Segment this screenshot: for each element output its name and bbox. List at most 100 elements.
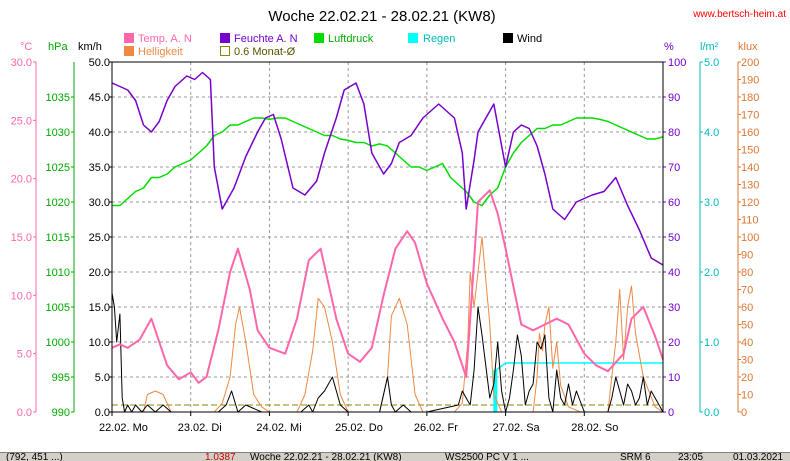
tick-label-pressure: 1035 xyxy=(46,92,70,104)
tick-label-humidity: 0 xyxy=(668,407,674,419)
tick-label-pressure: 1005 xyxy=(46,302,70,314)
tick-label-pressure: 1010 xyxy=(46,267,70,279)
tick-label-wind: 35.0 xyxy=(89,162,110,174)
tick-label-brightness: 50 xyxy=(741,320,753,332)
x-axis: 22.02. Mo 23.02. Di 24.02. Mi 25.02. Do 26.0… xyxy=(99,412,618,434)
unit-rain: l/m² xyxy=(700,41,719,53)
tick-label-humidity: 80 xyxy=(668,127,680,139)
tick-label-wind: 45.0 xyxy=(89,92,110,104)
series-line-pressure xyxy=(112,117,664,207)
tick-label-wind: 15.0 xyxy=(89,302,110,314)
tick-label-brightness: 80 xyxy=(741,267,753,279)
tick-label-rain: 2.0 xyxy=(704,267,719,279)
tick-label-pressure: 1025 xyxy=(46,162,70,174)
tick-label-temp: 10.0 xyxy=(11,290,32,302)
axis-unit-labels: °C hPa km/h % l/m² klux xyxy=(20,41,758,53)
tick-label-brightness: 100 xyxy=(741,232,759,244)
tick-label-humidity: 20 xyxy=(668,337,680,349)
x-tick-label: 27.02. Sa xyxy=(493,422,541,434)
tick-label-temp: 15.0 xyxy=(11,232,32,244)
tick-label-brightness: 10 xyxy=(741,390,753,402)
status-value: 1.0387 xyxy=(205,452,236,461)
status-station: WS2500 PC V 1 ... xyxy=(445,452,529,461)
tick-label-temp: 20.0 xyxy=(11,174,32,186)
status-bar: (792, 451 ...) 1.0387 Woche 22.02.21 - 2… xyxy=(0,452,790,461)
tick-label-humidity: 60 xyxy=(668,197,680,209)
status-time: 23:05 xyxy=(678,452,704,461)
status-title: Woche 22.02.21 - 28.02.21 (KW8) xyxy=(250,452,402,461)
x-tick-label: 24.02. Mi xyxy=(256,422,301,434)
tick-label-brightness: 190 xyxy=(741,75,759,87)
tick-label-brightness: 120 xyxy=(741,197,759,209)
tick-label-wind: 25.0 xyxy=(89,232,110,244)
tick-label-temp: 30.0 xyxy=(11,57,32,69)
tick-label-pressure: 1020 xyxy=(46,197,70,209)
legend-label-pressure: Luftdruck xyxy=(328,33,374,45)
tick-label-wind: 0.0 xyxy=(95,407,110,419)
tick-label-brightness: 0 xyxy=(741,407,747,419)
left-axes: 0.0 5.0 10.0 15.0 20.0 25.0 30.0 990 995 1000 1005… xyxy=(11,57,113,419)
x-tick-label: 25.02. Do xyxy=(335,422,383,434)
tick-label-humidity: 100 xyxy=(668,57,686,69)
tick-label-brightness: 40 xyxy=(741,337,753,349)
legend-swatch-brightness xyxy=(124,46,134,56)
tick-label-humidity: 90 xyxy=(668,92,680,104)
tick-label-brightness: 20 xyxy=(741,372,753,384)
tick-label-brightness: 110 xyxy=(741,215,759,227)
tick-label-temp: 25.0 xyxy=(11,115,32,127)
tick-label-rain: 4.0 xyxy=(704,127,719,139)
x-tick-label: 28.02. So xyxy=(571,422,618,434)
grid xyxy=(112,62,663,412)
chart-title: Woche 22.02.21 - 28.02.21 (KW8) xyxy=(268,8,495,25)
tick-label-brightness: 60 xyxy=(741,302,753,314)
tick-label-brightness: 150 xyxy=(741,145,759,157)
tick-label-brightness: 130 xyxy=(741,180,759,192)
tick-label-humidity: 70 xyxy=(668,162,680,174)
tick-label-pressure: 995 xyxy=(52,372,70,384)
legend-label-temp: Temp. A. N xyxy=(138,33,192,45)
tick-label-brightness: 160 xyxy=(741,127,759,139)
legend-label-rain: Regen xyxy=(423,33,455,45)
legend-swatch-wind xyxy=(503,33,513,43)
tick-label-pressure: 1015 xyxy=(46,232,70,244)
tick-label-brightness: 180 xyxy=(741,92,759,104)
legend-label-humidity: Feuchte A. N xyxy=(234,33,298,45)
unit-temp: °C xyxy=(20,41,32,53)
tick-label-temp: 0.0 xyxy=(17,407,32,419)
tick-label-pressure: 1030 xyxy=(46,127,70,139)
tick-label-humidity: 50 xyxy=(668,232,680,244)
tick-label-humidity: 30 xyxy=(668,302,680,314)
legend-swatch-pressure xyxy=(314,33,324,43)
series-line-humidity xyxy=(111,71,664,266)
tick-label-brightness: 140 xyxy=(741,162,759,174)
tick-label-brightness: 30 xyxy=(741,355,753,367)
tick-label-humidity: 40 xyxy=(668,267,680,279)
tick-label-brightness: 90 xyxy=(741,250,753,262)
tick-label-rain: 5.0 xyxy=(704,57,719,69)
tick-label-brightness: 170 xyxy=(741,110,759,122)
rain-series-line xyxy=(493,362,663,399)
legend-swatch-humidity xyxy=(220,33,230,43)
status-coords: (792, 451 ...) xyxy=(6,452,63,461)
tick-label-humidity: 10 xyxy=(668,372,680,384)
status-date: 01.03.2021 xyxy=(733,452,784,461)
legend-swatch-rain xyxy=(408,33,418,43)
legend-label-brightness: Helligkeit xyxy=(138,46,183,58)
x-tick-label: 26.02. Fr xyxy=(414,422,458,434)
tick-label-pressure: 990 xyxy=(52,407,70,419)
watermark: www.bertsch-heim.at xyxy=(692,9,786,20)
unit-humidity: % xyxy=(664,41,674,53)
tick-label-wind: 50.0 xyxy=(89,57,110,69)
legend-label-wind: Wind xyxy=(517,33,542,45)
status-item: SRM 6 xyxy=(620,452,651,461)
tick-label-wind: 20.0 xyxy=(89,267,110,279)
tick-label-pressure: 1000 xyxy=(46,337,70,349)
unit-brightness: klux xyxy=(738,41,758,53)
x-tick-label: 22.02. Mo xyxy=(99,422,148,434)
tick-label-rain: 0.0 xyxy=(704,407,719,419)
series-layer xyxy=(111,71,664,413)
tick-label-wind: 10.0 xyxy=(89,337,110,349)
unit-pressure: hPa xyxy=(48,41,68,53)
tick-label-wind: 40.0 xyxy=(89,127,110,139)
tick-label-brightness: 200 xyxy=(741,57,759,69)
